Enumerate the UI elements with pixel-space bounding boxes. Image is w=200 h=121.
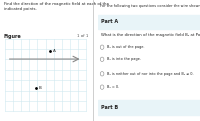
Text: Bₐ is out of the page.: Bₐ is out of the page.: [107, 45, 145, 49]
Text: Part A: Part A: [101, 19, 118, 24]
Text: For the following two questions consider the wire shown in the figure. (Figure 1: For the following two questions consider…: [100, 4, 200, 8]
Text: A: A: [53, 49, 55, 53]
Text: Find the direction of the magnetic field at each of the
indicated points.: Find the direction of the magnetic field…: [4, 2, 109, 11]
Text: 1 of 1: 1 of 1: [77, 34, 88, 38]
Text: Figure: Figure: [4, 34, 22, 39]
Text: B: B: [39, 86, 42, 90]
Bar: [98, 100, 200, 115]
Text: What is the direction of the magnetic field Bₐ at Point A?: What is the direction of the magnetic fi…: [101, 33, 200, 37]
Bar: [98, 15, 200, 29]
Text: Bₐ = 0.: Bₐ = 0.: [107, 85, 119, 89]
Text: Part B: Part B: [101, 105, 118, 110]
Text: Bₐ is into the page.: Bₐ is into the page.: [107, 57, 141, 61]
Text: Bₐ is neither out of nor into the page and Bₐ ≠ 0.: Bₐ is neither out of nor into the page a…: [107, 72, 194, 76]
